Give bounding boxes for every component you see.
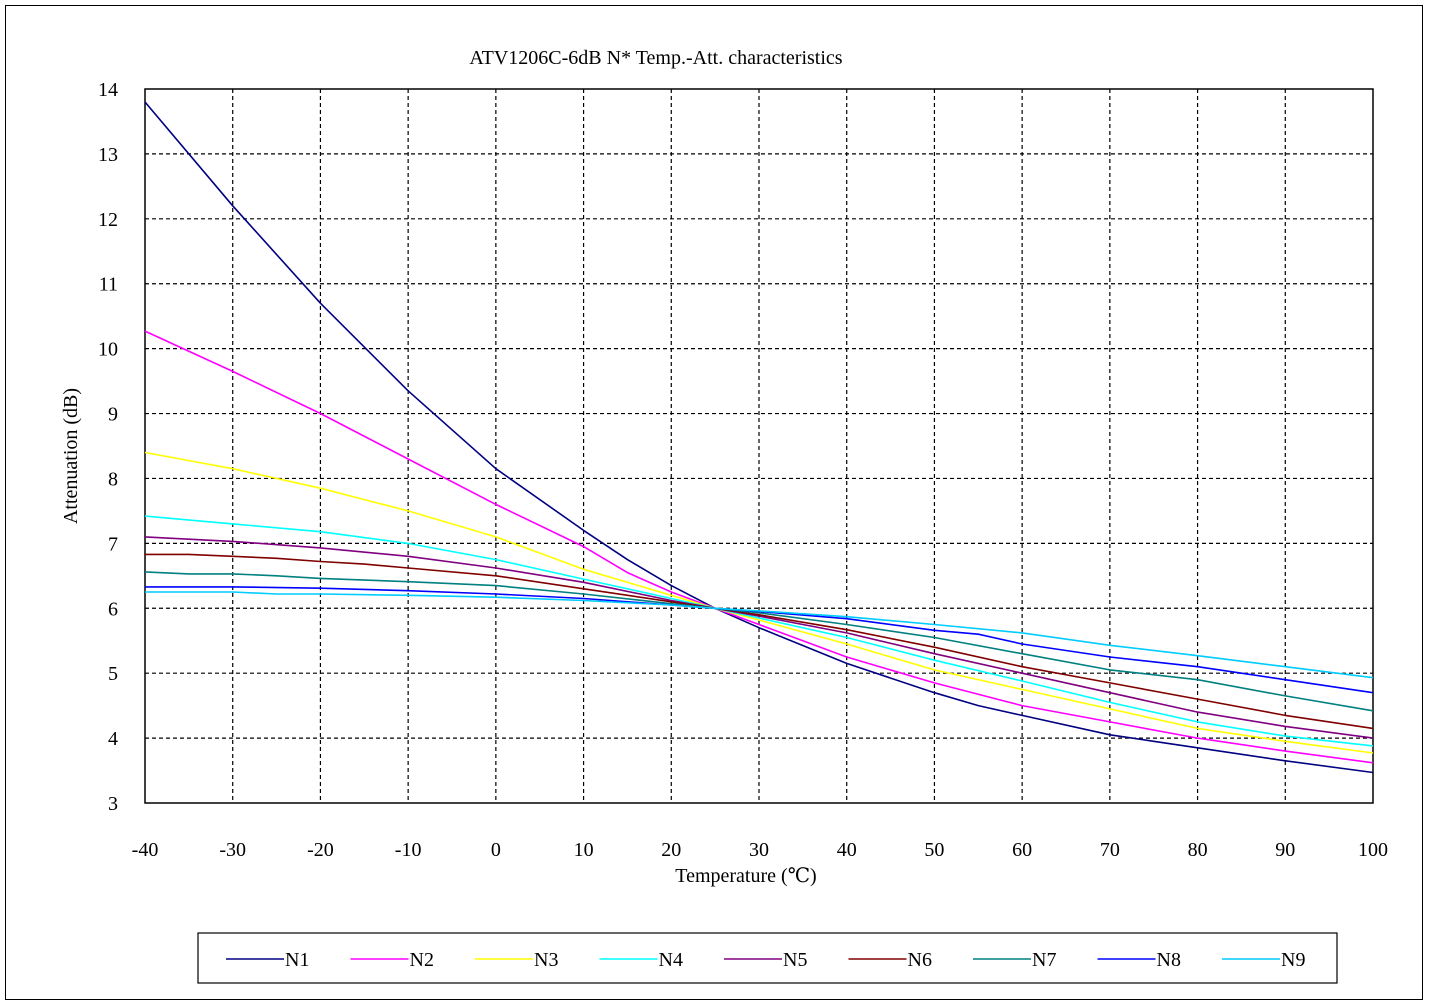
y-tick-label: 10 — [98, 339, 118, 361]
series-line-n6 — [145, 553, 1374, 730]
y-tick-label: 5 — [108, 663, 118, 685]
tick-labels: -40 -30 -20 -10 0 10 20 30 40 50 60 70 80 90 100 3 4 5 6 7 8… — [98, 79, 1388, 861]
legend-label-n3: N3 — [534, 949, 558, 971]
y-tick-label: 14 — [98, 79, 118, 101]
legend-label-n8: N8 — [1157, 949, 1181, 971]
x-tick-label: 50 — [924, 839, 944, 861]
chart-title: ATV1206C-6dB N* Temp.-Att. characteristi… — [469, 47, 842, 69]
x-tick-label: 60 — [1012, 839, 1032, 861]
x-tick-label: 90 — [1275, 839, 1295, 861]
x-tick-label: 30 — [749, 839, 769, 861]
y-axis-title: Attenuation (dB) — [60, 388, 82, 524]
x-tick-label: 20 — [661, 839, 681, 861]
series-line-n9 — [145, 591, 1374, 679]
legend-label-n1: N1 — [285, 949, 309, 971]
y-tick-label: 3 — [108, 793, 118, 815]
series-line-n1 — [144, 101, 1374, 774]
legend-label-n2: N2 — [410, 949, 434, 971]
y-tick-label: 7 — [108, 533, 118, 555]
plot-area-border — [144, 88, 1374, 804]
legend-label-n9: N9 — [1281, 949, 1305, 971]
legend-box — [197, 932, 1338, 984]
y-tick-label: 8 — [108, 468, 118, 490]
legend-label-n5: N5 — [783, 949, 807, 971]
x-tick-label: -20 — [307, 839, 334, 861]
series-line-n3 — [144, 451, 1374, 754]
legend-label-n6: N6 — [908, 949, 932, 971]
x-tick-label: 80 — [1188, 839, 1208, 861]
grid-lines — [145, 89, 1373, 803]
series-line-n4 — [144, 515, 1374, 747]
legend: N1 N2 N3 N4 N5 N6 N7 N8 N9 — [226, 949, 1305, 971]
x-tick-label: 10 — [574, 839, 594, 861]
x-axis-title: Temperature (℃) — [675, 865, 816, 887]
x-tick-label: 40 — [837, 839, 857, 861]
y-tick-label: 12 — [98, 209, 118, 231]
y-tick-label: 13 — [98, 144, 118, 166]
chart-area — [5, 5, 1423, 1000]
y-tick-label: 9 — [108, 404, 118, 426]
y-tick-label: 11 — [99, 274, 118, 296]
x-tick-label: -40 — [132, 839, 159, 861]
y-tick-label: 6 — [108, 598, 118, 620]
x-tick-label: -10 — [395, 839, 422, 861]
x-tick-label: 100 — [1358, 839, 1388, 861]
y-tick-label: 4 — [108, 728, 118, 750]
x-tick-label: -30 — [219, 839, 246, 861]
series-lines — [144, 101, 1374, 774]
series-line-n7 — [144, 571, 1374, 712]
legend-label-n7: N7 — [1032, 949, 1056, 971]
x-tick-label: 70 — [1100, 839, 1120, 861]
legend-label-n4: N4 — [659, 949, 683, 971]
x-tick-label: 0 — [491, 839, 501, 861]
